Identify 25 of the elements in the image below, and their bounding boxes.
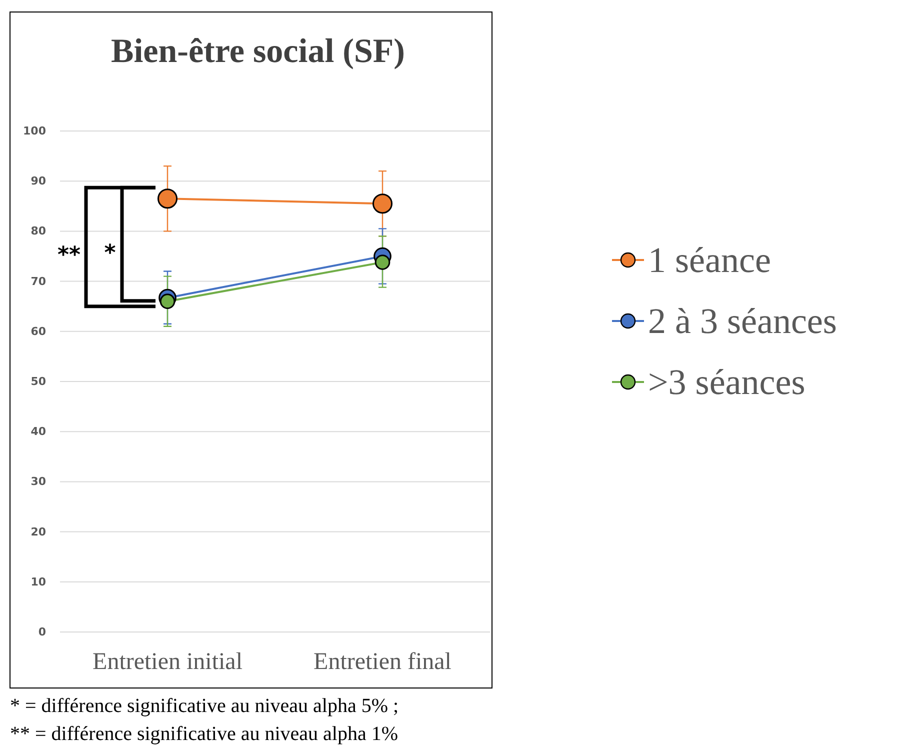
legend-label: 2 à 3 séances <box>648 301 837 341</box>
legend-label: >3 séances <box>648 362 806 402</box>
y-tick-label: 0 <box>38 626 46 639</box>
y-tick-label: 40 <box>30 425 46 438</box>
text: * = différence significative au niveau alpha 5% ; <box>10 695 399 717</box>
y-tick-label: 80 <box>30 224 46 238</box>
y-tick-label: 90 <box>30 174 46 188</box>
y-tick-label: 70 <box>30 274 46 288</box>
y-tick-label: 60 <box>30 324 46 338</box>
annotation: ** <box>57 242 81 268</box>
x-tick-label: Entretien final <box>314 649 452 676</box>
point <box>374 254 390 270</box>
chart-title: Bien-être social (SF) <box>111 33 405 70</box>
legend-label: 1 séance <box>648 240 771 280</box>
y-tick-label: 30 <box>30 475 46 488</box>
y-tick-label: 50 <box>30 375 46 388</box>
point <box>160 294 176 309</box>
text: ** = différence significative au niveau alpha 1% <box>10 723 398 745</box>
y-tick-label: 20 <box>30 525 46 538</box>
x-tick-label: Entretien initial <box>92 649 243 676</box>
y-tick-label: 10 <box>30 575 46 588</box>
point <box>372 194 393 214</box>
annotation: * <box>104 241 116 266</box>
point <box>157 188 178 209</box>
y-tick-label: 100 <box>23 124 46 138</box>
